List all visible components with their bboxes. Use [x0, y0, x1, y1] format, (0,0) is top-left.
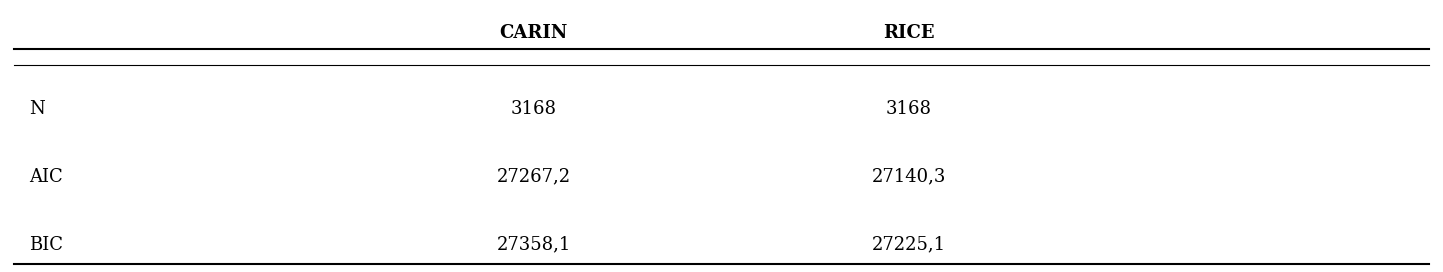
Text: RICE: RICE [883, 24, 935, 42]
Text: 27267,2: 27267,2 [496, 168, 571, 186]
Text: BIC: BIC [29, 236, 63, 254]
Text: 27225,1: 27225,1 [872, 236, 947, 254]
Text: 27358,1: 27358,1 [496, 236, 571, 254]
Text: 3168: 3168 [886, 100, 932, 118]
Text: 27140,3: 27140,3 [872, 168, 947, 186]
Text: AIC: AIC [29, 168, 62, 186]
Text: 3168: 3168 [511, 100, 557, 118]
Text: CARIN: CARIN [499, 24, 569, 42]
Text: N: N [29, 100, 45, 118]
